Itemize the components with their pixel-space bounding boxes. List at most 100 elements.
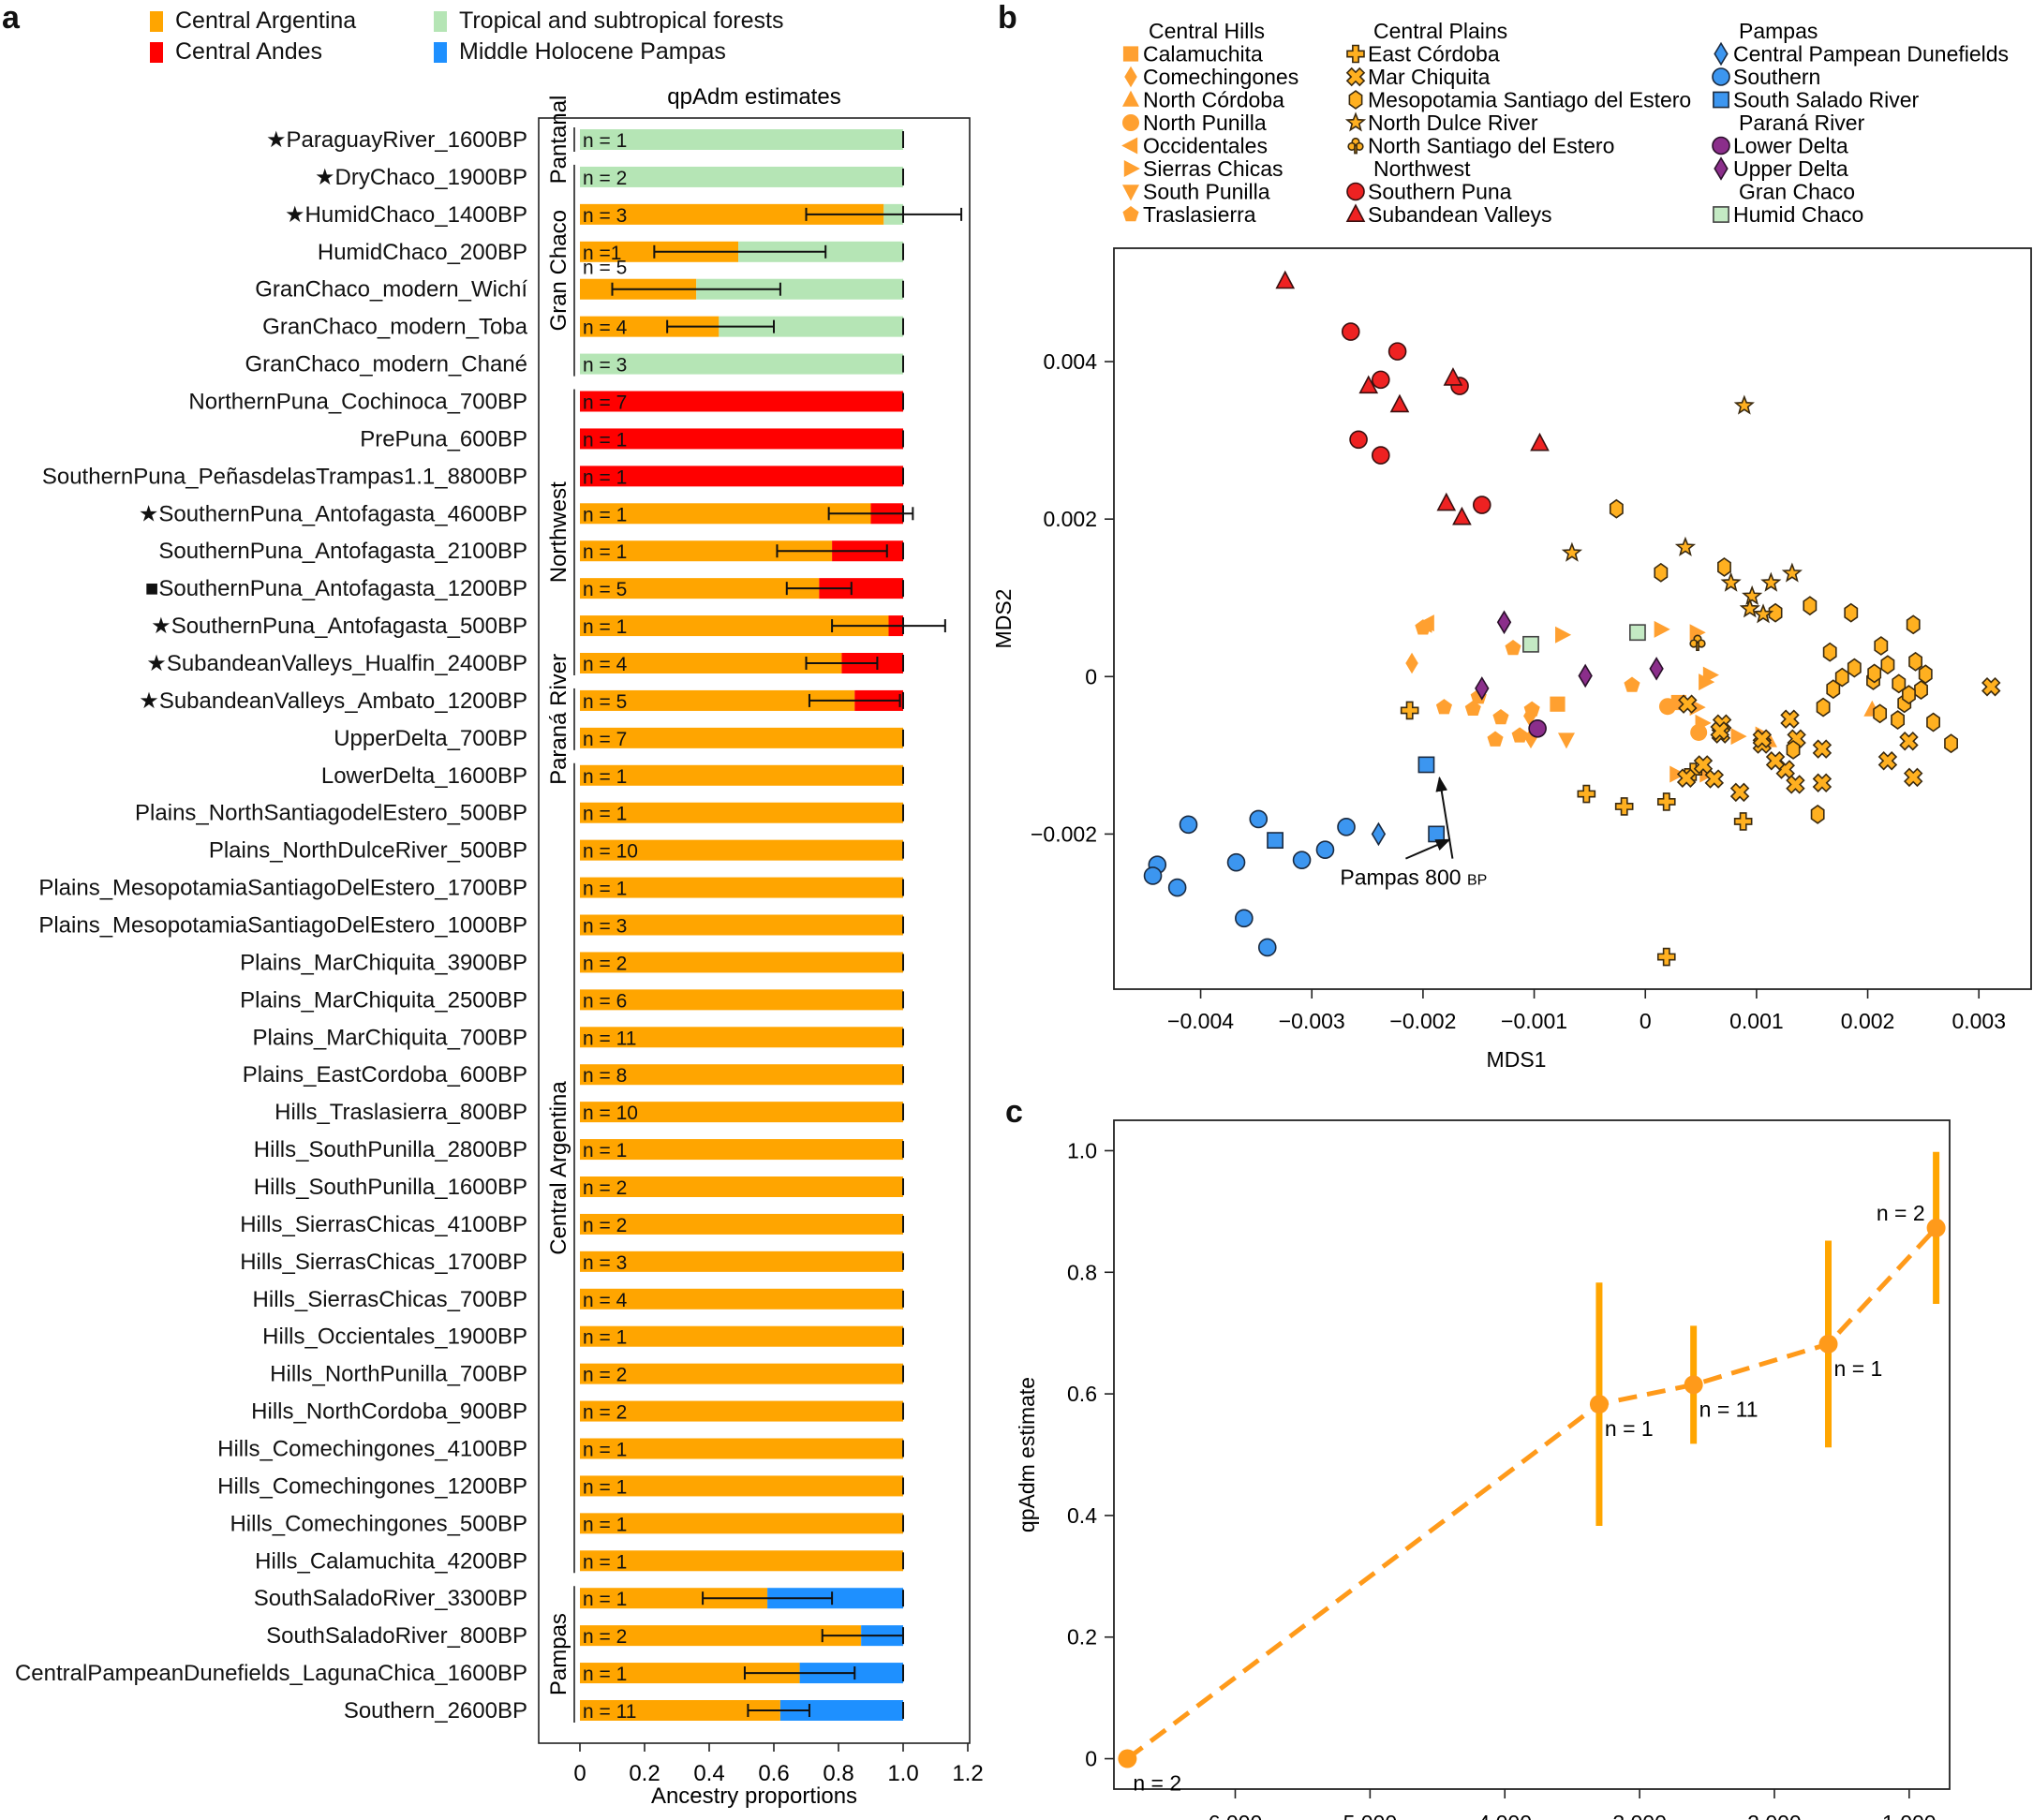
sample-size-label: n = 6	[583, 990, 627, 1012]
y-axis-label: qpAdm estimate	[1015, 1377, 1039, 1532]
point-marchiquita-shape	[1899, 731, 1919, 751]
legend-group-header: Central Plains	[1373, 19, 1507, 43]
x-tick-label: 1.2	[952, 1761, 983, 1786]
row-label-text: SouthernPuna_Antofagasta_4600BP	[158, 501, 527, 526]
group-label: Gran Chaco	[546, 210, 571, 331]
point-subandean	[1452, 506, 1472, 525]
sample-size-label: n = 3	[583, 1252, 627, 1274]
row-marker: ★	[285, 202, 305, 228]
row-label: Plains_MesopotamiaSantiagoDelEstero_1700…	[38, 876, 527, 901]
y-tick-label: 1.0	[1067, 1138, 1097, 1162]
row-label: GranChaco_modern_Wichí	[255, 277, 527, 303]
point-southern	[1337, 818, 1356, 836]
point-southern	[1226, 852, 1246, 872]
annotation-arrow	[1405, 838, 1451, 860]
legend-label: North Punilla	[1143, 111, 1267, 135]
row-label-text: SubandeanValleys_Hualfin_2400BP	[167, 651, 527, 676]
group-label: Paraná River	[546, 654, 571, 785]
point-southernpuna	[1341, 322, 1360, 341]
sample-size-label: n = 1	[583, 1476, 627, 1498]
point-mesopotamia	[1906, 614, 1921, 635]
point-comechingones	[1405, 652, 1418, 674]
point-cpd	[1371, 821, 1387, 847]
legend-label: Southern	[1733, 65, 1820, 89]
point-marchiquita-shape	[1903, 767, 1923, 788]
bar-segment	[580, 1438, 903, 1459]
bar-segment	[819, 578, 903, 599]
point-marchiquita-shape	[1786, 775, 1805, 794]
bar-segment	[580, 316, 720, 337]
row-label: Plains_MarChiquita_3900BP	[240, 950, 527, 975]
row-label-text: Hills_NorthPunilla_700BP	[270, 1362, 527, 1387]
sample-size-label: n = 7	[583, 729, 627, 750]
row-label-text: Hills_SierrasChicas_700BP	[253, 1287, 527, 1312]
row-label: ★SouthernPuna_Antofagasta_500BP	[151, 614, 527, 639]
x-tick-label: 6,000	[1209, 1811, 1263, 1820]
point-mesopotamia	[1891, 710, 1906, 730]
legend-label: Central Argentina	[175, 7, 356, 34]
data-point	[1684, 1375, 1703, 1395]
point-eastcordoba	[1656, 792, 1676, 811]
point-northdulce	[1742, 584, 1763, 605]
legend-marker-x-icon-shape	[1345, 67, 1366, 87]
point-marchiquita	[1765, 750, 1786, 771]
legend-label: Lower Delta	[1733, 134, 1848, 158]
point-eastcordoba	[1656, 947, 1676, 967]
legend-label: Tropical and subtropical forests	[459, 7, 783, 34]
point-traslasierra	[1415, 619, 1432, 635]
x-tick-label: 2,000	[1747, 1811, 1802, 1820]
panel-c-line-chart: 6,000 5,000 4,000 3,000 2,000 1,000 0 0.2 0.4 0.6…	[1015, 1119, 1951, 1820]
row-label: Hills_SierrasChicas_1700BP	[240, 1250, 527, 1275]
point-mesopotamia	[1822, 642, 1837, 662]
point-marchiquita	[1812, 773, 1833, 792]
sample-size-label: n = 2	[583, 1365, 627, 1386]
point-northsantiago-stem	[1696, 642, 1699, 652]
legend-label: Subandean Valleys	[1368, 202, 1552, 227]
point-mesopotamia	[1908, 651, 1923, 672]
point-subandean	[1530, 432, 1550, 451]
point-eastcordoba	[1400, 701, 1419, 720]
row-label: ★ParaguayRiver_1600BP	[266, 127, 527, 153]
point-mesopotamia	[1880, 655, 1895, 675]
bar-segment	[580, 578, 820, 599]
row-label: Plains_MarChiquita_700BP	[252, 1025, 527, 1050]
point-sierraschicas	[1654, 620, 1670, 638]
bar-segment	[580, 353, 903, 375]
sample-size-label: n = 1	[583, 1514, 627, 1535]
sample-size-label: n = 5	[583, 579, 627, 600]
point-northdulce	[1739, 598, 1760, 618]
x-tick-label: 1,000	[1882, 1811, 1937, 1820]
point-humidchaco	[1629, 624, 1646, 642]
point-traslasierra	[1624, 676, 1640, 692]
row-label: CentralPampeanDunefields_LagunaChica_160…	[15, 1661, 527, 1686]
row-label: Hills_Occientales_1900BP	[262, 1324, 527, 1350]
y-tick-label: 0.2	[1067, 1625, 1097, 1650]
legend-swatch	[434, 42, 447, 63]
point-southern	[1249, 809, 1269, 829]
row-marker: ★	[139, 688, 159, 714]
row-label: Hills_SouthPunilla_2800BP	[254, 1137, 527, 1162]
sample-size-label: n = 2	[1877, 1201, 1925, 1225]
group-label: Northwest	[546, 481, 571, 583]
x-tick-label: 0.001	[1729, 1009, 1784, 1033]
bar-segment	[580, 764, 903, 786]
row-label: SouthernPuna_PeñasdelasTrampas1.1_8800BP	[42, 464, 527, 489]
group-label: Pampas	[546, 1613, 571, 1695]
sample-size-label: n = 11	[583, 1028, 636, 1049]
row-label-text: DryChaco_1900BP	[335, 165, 527, 190]
row-marker: ★	[266, 127, 287, 153]
bar-segment	[779, 1700, 903, 1721]
sample-size-label: n = 1	[583, 1440, 627, 1461]
row-label: ★HumidChaco_1400BP	[285, 202, 527, 228]
legend-marker-diamond-icon	[1714, 41, 1729, 67]
row-marker: ★	[151, 614, 171, 639]
point-mesopotamia	[1786, 740, 1801, 760]
point-northsantiago	[1689, 634, 1706, 652]
row-label-text: NorthernPuna_Cochinoca_700BP	[188, 390, 527, 415]
legend-group-header: Paraná River	[1739, 111, 1865, 135]
row-label: HumidChaco_200BP	[318, 240, 527, 265]
legend-group-header: Central Hills	[1149, 19, 1265, 43]
sample-size-label: n = 1	[583, 429, 627, 451]
row-label-text: HumidChaco_200BP	[318, 240, 527, 265]
point-marchiquita	[1899, 731, 1919, 751]
